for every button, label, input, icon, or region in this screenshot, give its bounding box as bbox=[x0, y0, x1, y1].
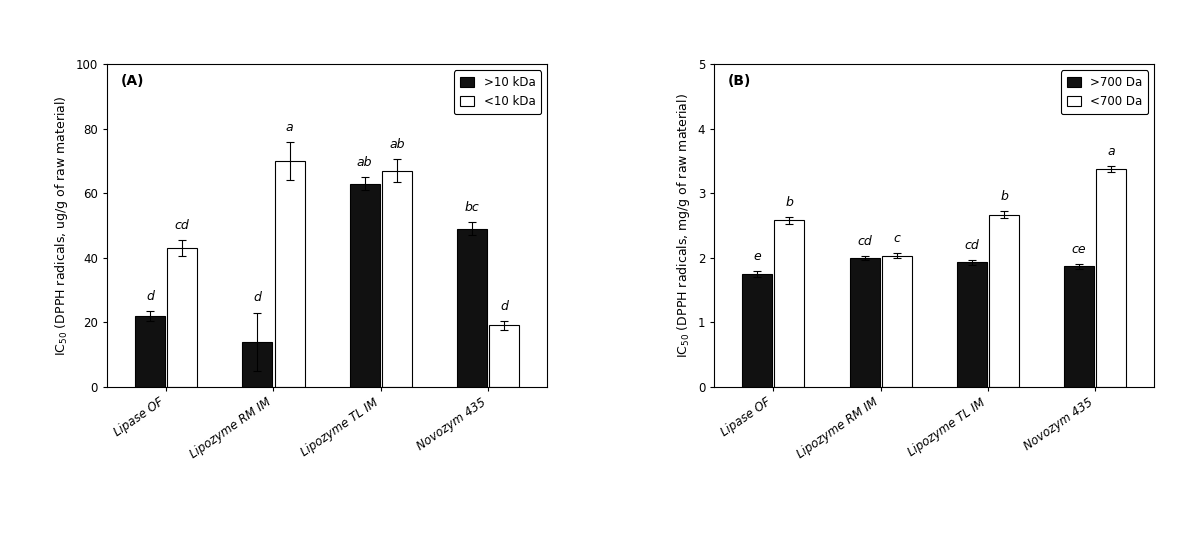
Text: ab: ab bbox=[389, 139, 405, 151]
Text: d: d bbox=[146, 290, 154, 303]
Text: (B): (B) bbox=[727, 74, 751, 88]
Bar bbox=[275, 161, 305, 387]
Text: ab: ab bbox=[357, 156, 372, 169]
Text: bc: bc bbox=[464, 201, 480, 214]
Bar bbox=[382, 171, 412, 387]
Text: ce: ce bbox=[1072, 243, 1086, 256]
Text: a: a bbox=[286, 121, 294, 134]
Text: a: a bbox=[1108, 144, 1115, 157]
Text: (A): (A) bbox=[120, 74, 144, 88]
Bar bbox=[457, 229, 487, 387]
Bar bbox=[989, 215, 1019, 387]
Bar bbox=[882, 256, 912, 387]
Bar bbox=[850, 258, 879, 387]
Bar bbox=[243, 342, 273, 387]
Bar bbox=[957, 262, 987, 387]
Text: b: b bbox=[785, 196, 794, 209]
Bar bbox=[168, 248, 198, 387]
Text: d: d bbox=[253, 292, 262, 304]
Text: d: d bbox=[500, 300, 508, 313]
Bar bbox=[775, 220, 804, 387]
Bar bbox=[1096, 169, 1127, 387]
Y-axis label: IC$_{50}$ (DPPH radicals, mg/g of raw material): IC$_{50}$ (DPPH radicals, mg/g of raw ma… bbox=[675, 93, 693, 358]
Bar bbox=[489, 325, 519, 387]
Legend: >700 Da, <700 Da: >700 Da, <700 Da bbox=[1060, 70, 1148, 114]
Y-axis label: IC$_{50}$ (DPPH radicals, ug/g of raw material): IC$_{50}$ (DPPH radicals, ug/g of raw ma… bbox=[54, 95, 70, 356]
Text: e: e bbox=[753, 250, 762, 263]
Bar bbox=[350, 184, 380, 387]
Bar bbox=[1064, 266, 1094, 387]
Text: b: b bbox=[1000, 190, 1008, 204]
Text: c: c bbox=[894, 232, 900, 245]
Bar bbox=[743, 274, 772, 387]
Text: cd: cd bbox=[964, 238, 979, 252]
Text: cd: cd bbox=[175, 219, 189, 232]
Text: cd: cd bbox=[857, 235, 872, 248]
Legend: >10 kDa, <10 kDa: >10 kDa, <10 kDa bbox=[455, 70, 541, 114]
Bar bbox=[134, 316, 165, 387]
